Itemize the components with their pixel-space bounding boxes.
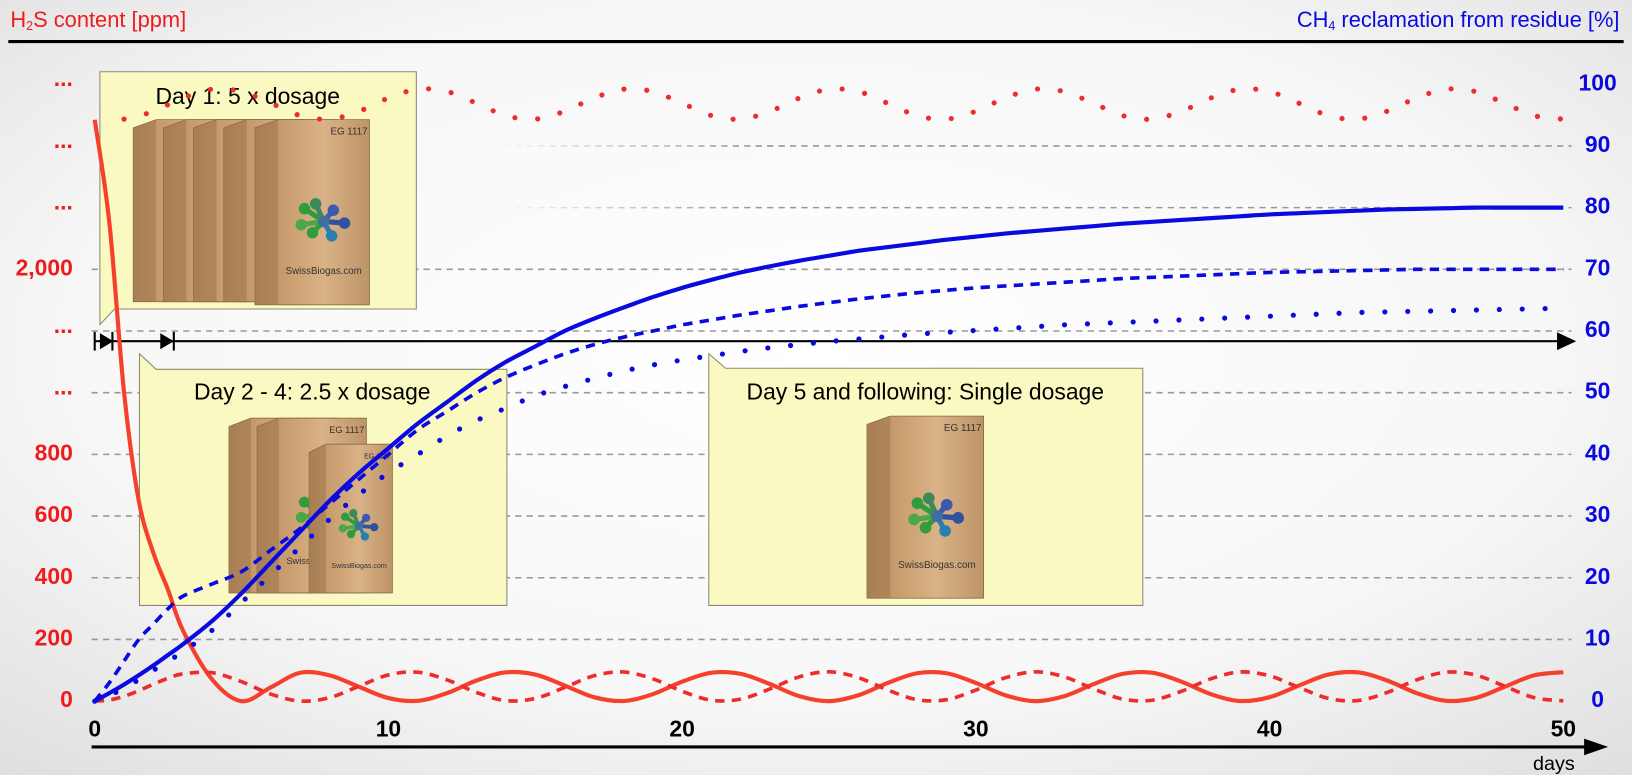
bag-logo-node [931,510,943,522]
bag-logo-node [361,532,369,540]
bag: EG 1117 SwissBiogas.com [867,416,984,598]
x-tick-label: 20 [669,715,694,741]
x-tick-label: 50 [1551,715,1576,741]
bag-logo-node [328,205,339,216]
bag-logo-node [339,217,350,228]
y-tick-label: 600 [35,501,73,527]
y-axis-break: ... [54,374,73,400]
y2-axis-label: CH4 reclamation from residue [%] [1297,7,1620,34]
bag-side [867,416,890,598]
bag-logo-node [912,497,924,509]
y2-tick-label: 90 [1585,131,1610,157]
page: {"chart_data": { "type": "line", "y_labe… [0,0,1632,775]
bag-logo-node [341,513,349,521]
x-tick-label: 40 [1257,715,1282,741]
bag-code: EG 1117 [331,127,368,138]
bag-side [194,120,217,302]
bag-logo-node [952,512,964,524]
bag-logo-node [296,512,307,523]
y2-tick-label: 60 [1585,316,1610,342]
bag-side [133,120,156,302]
y-axis-label-part: S content [ppm] [33,7,186,32]
y2-tick-label: 20 [1585,563,1610,589]
annotation: Day 1: 5 x dosage [155,83,339,109]
annotation: Day 2 - 4: 2.5 x dosage [194,378,431,404]
x-tick-label: 10 [376,715,401,741]
y2-tick-label: 80 [1585,193,1610,219]
y-axis-label-part: H [10,7,26,32]
annotation: Day 5 and following: Single dosage [747,378,1104,404]
bag-side [224,120,247,302]
y2-tick-label: 100 [1579,69,1617,95]
bag-logo-node [326,230,337,241]
bag-logo-node [310,198,321,209]
y-tick-label: 0 [60,686,73,712]
bag-logo-node [339,524,347,532]
x-tick-label: 30 [963,715,988,741]
bag-logo-node [299,203,310,214]
bag-logo-node [941,499,953,511]
bag-logo-node [296,219,307,230]
bag-logo-node [923,492,935,504]
bag-logo-node [939,525,951,537]
y-tick-label: 2,000 [16,254,73,280]
y2-tick-label: 50 [1585,378,1610,404]
bag-side [229,418,251,593]
bag-brand: SwissBiogas.com [331,563,386,570]
bag-code: EG 1117 [944,423,982,434]
bag-logo-node [355,522,363,530]
bag-logo-node [920,522,932,534]
bag-logo-node [370,523,378,531]
bag-logo-node [349,509,357,517]
y-tick-label: 400 [35,563,73,589]
x-axis-label: days [1533,753,1575,775]
bag-code: EG 1117 [329,425,364,435]
bag-brand: SwissBiogas.com [898,560,976,571]
y2-axis-label-part: reclamation from residue [%] [1335,7,1619,32]
y-axis-break: ... [54,65,73,91]
bag-logo-node [362,514,370,522]
chart: H2S content [ppm] CH4 reclamation from r… [0,0,1632,775]
y-tick-label: 200 [35,625,73,651]
y2-tick-label: 40 [1585,439,1610,465]
y2-tick-label: 30 [1585,501,1610,527]
y-axis-break: ... [54,127,73,153]
y-axis-label: H2S content [ppm] [10,7,186,34]
bag: EG 1117 SwissBiogas.com [255,120,369,305]
y-tick-label: 800 [35,439,73,465]
y-axis-break: ... [54,189,73,215]
y-axis-break: ... [54,312,73,338]
bag-logo-node [347,530,355,538]
bag-logo-node [307,227,318,238]
y2-tick-label: 10 [1585,625,1610,651]
y2-tick-label: 0 [1591,686,1604,712]
bag-logo-node [318,216,329,227]
bag-side [163,120,186,302]
x-tick-label: 0 [88,715,101,741]
bag-brand: SwissBiogas.com [286,266,362,277]
bag-logo-node [908,514,920,526]
bag-side [255,120,278,305]
y2-tick-label: 70 [1585,254,1610,280]
y2-axis-label-part: CH [1297,7,1329,32]
bag-logo-node [299,497,310,508]
